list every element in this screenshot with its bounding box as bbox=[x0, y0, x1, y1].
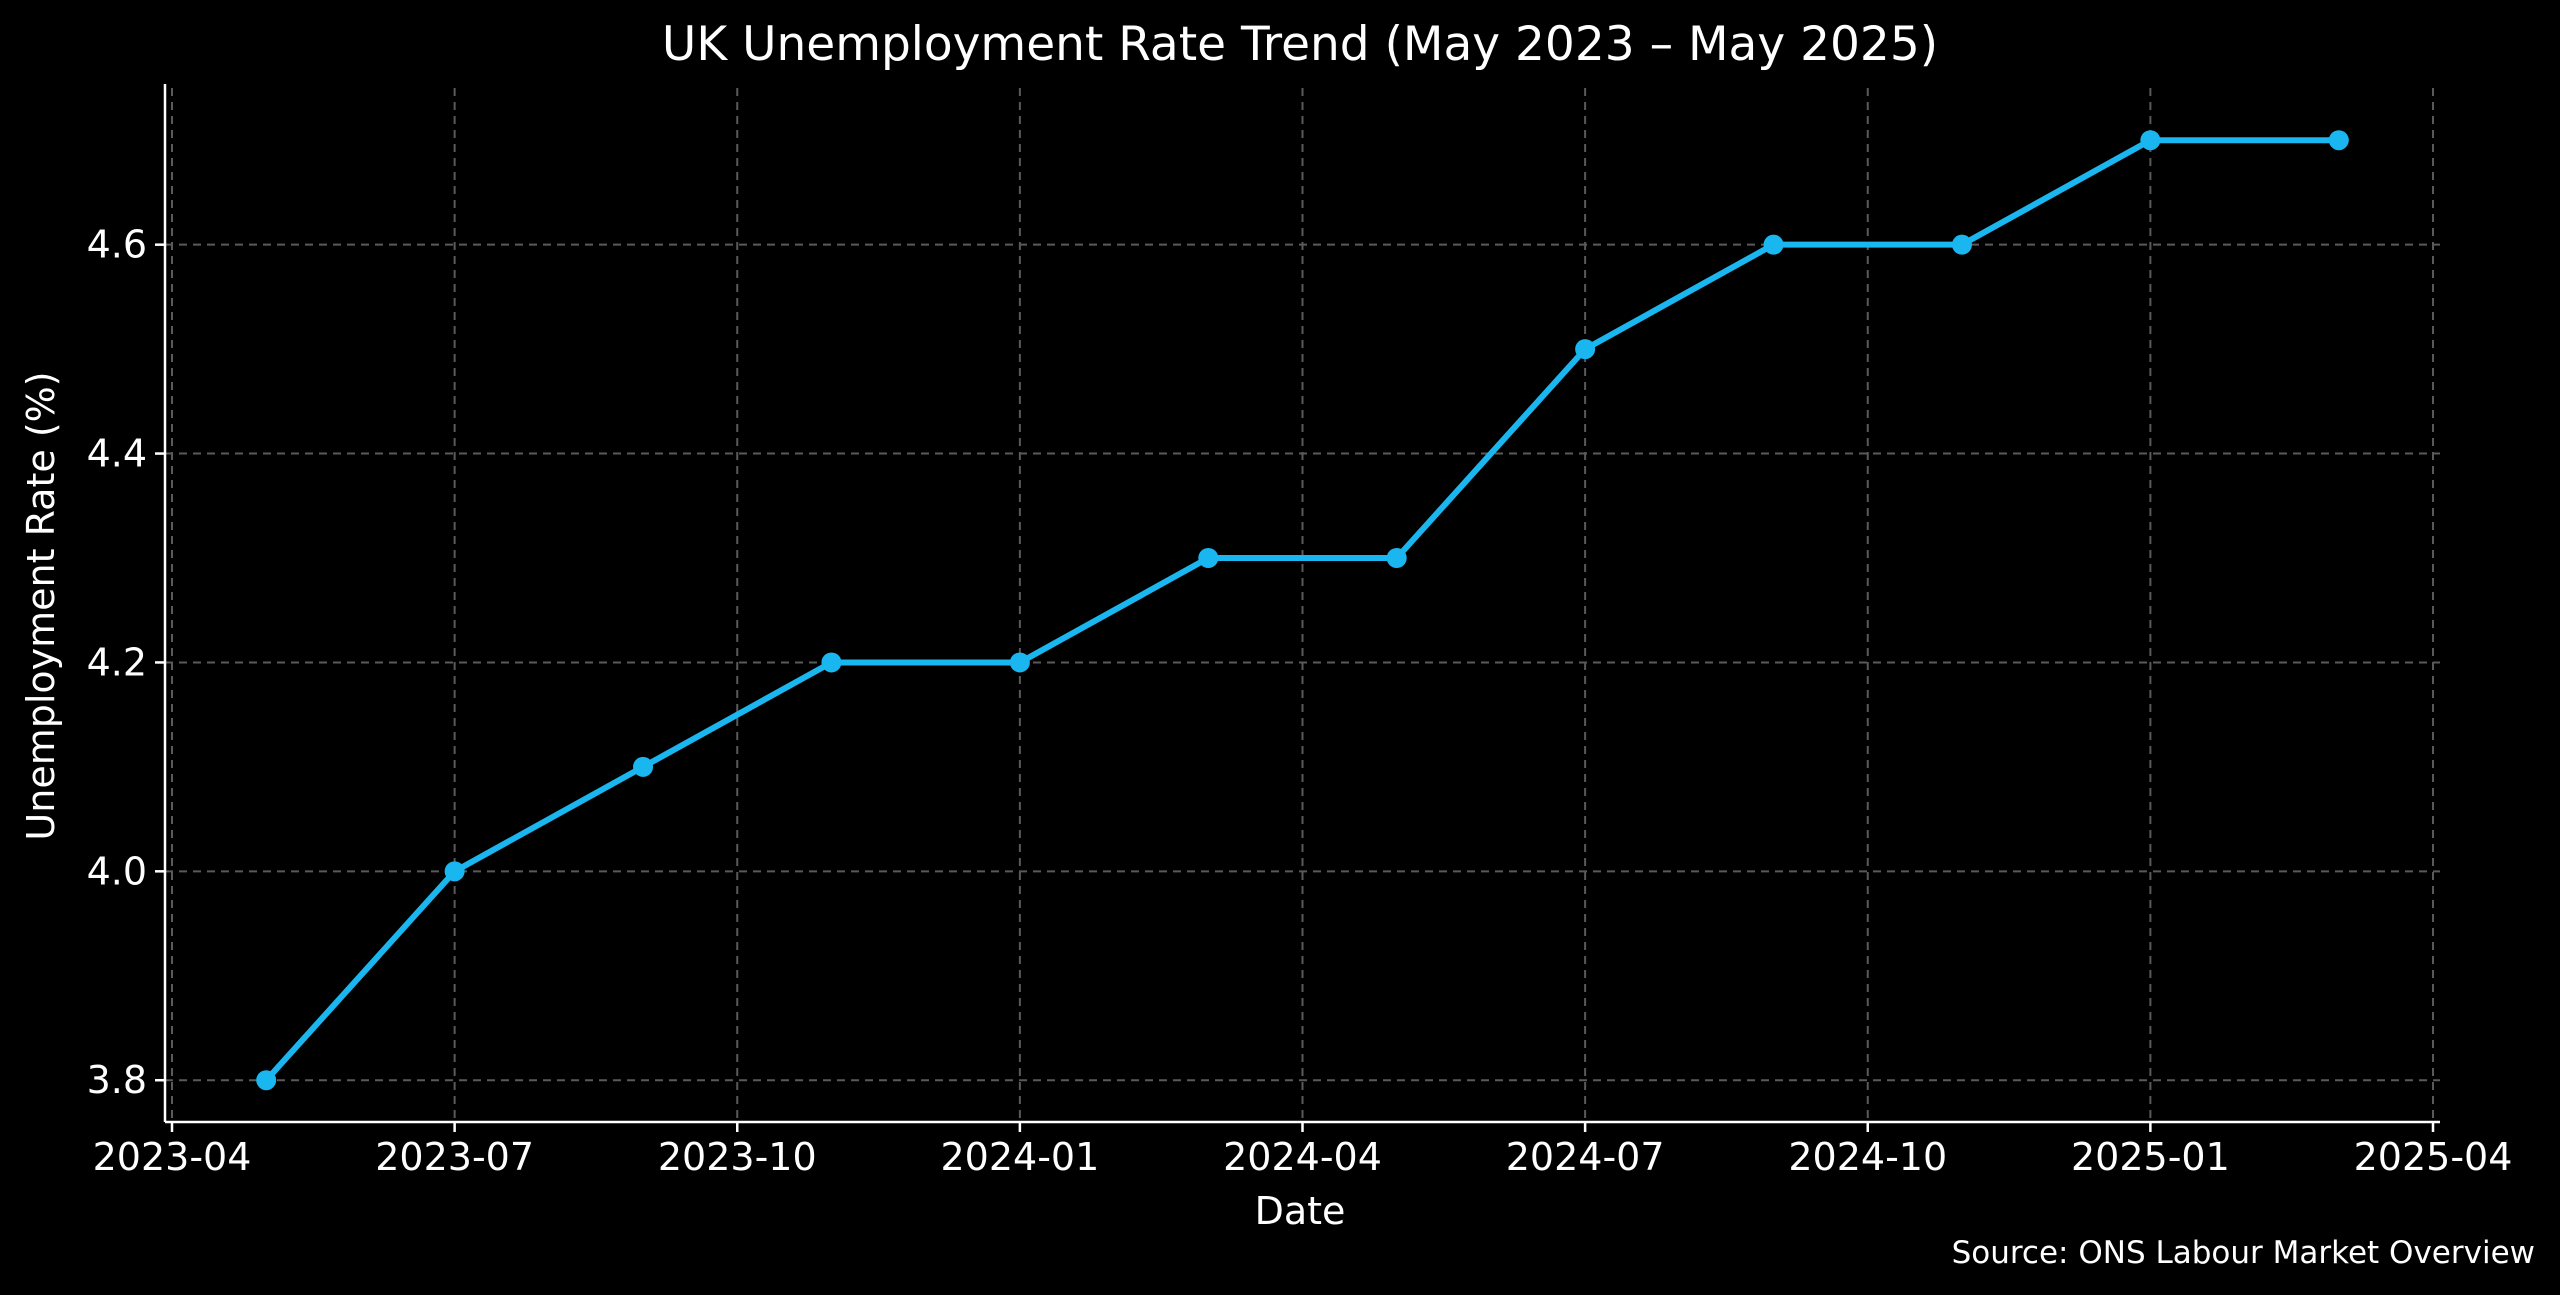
data-point bbox=[633, 756, 654, 777]
x-tick-label: 2024-07 bbox=[1506, 1135, 1665, 1179]
data-point bbox=[256, 1070, 277, 1091]
y-axis-label: Unemployment Rate (%) bbox=[19, 371, 63, 840]
axes bbox=[155, 84, 2440, 1132]
data-point bbox=[2140, 130, 2161, 151]
data-point bbox=[1386, 548, 1407, 568]
x-tick-label: 2025-01 bbox=[2071, 1135, 2230, 1179]
chart-title: UK Unemployment Rate Trend (May 2023 – M… bbox=[662, 17, 1938, 72]
x-tick-label: 2025-04 bbox=[2354, 1135, 2513, 1179]
data-point bbox=[1009, 652, 1030, 673]
data-point bbox=[821, 652, 842, 673]
data-point bbox=[1575, 339, 1596, 360]
x-tick-label: 2023-04 bbox=[93, 1135, 252, 1179]
y-tick-label: 4.6 bbox=[87, 223, 147, 267]
data-point bbox=[1198, 548, 1219, 568]
grid bbox=[165, 88, 2440, 1122]
x-tick-label: 2023-10 bbox=[658, 1135, 817, 1179]
y-tick-label: 4.2 bbox=[87, 640, 147, 684]
x-axis-label: Date bbox=[1255, 1189, 1346, 1233]
x-tick-label: 2024-04 bbox=[1223, 1135, 1382, 1179]
tick-labels: 2023-04 2023-07 2023-10 2024-01 2024-04 2024-… bbox=[87, 223, 2513, 1179]
x-tick-label: 2024-01 bbox=[940, 1135, 1099, 1179]
x-tick-label: 2024-10 bbox=[1788, 1135, 1947, 1179]
y-tick-label: 3.8 bbox=[87, 1058, 147, 1102]
x-tick-label: 2023-07 bbox=[375, 1135, 534, 1179]
data-point bbox=[444, 861, 465, 882]
data-point bbox=[1763, 234, 1784, 255]
y-tick-label: 4.0 bbox=[87, 849, 147, 893]
data-point bbox=[1951, 234, 1972, 255]
y-tick-label: 4.4 bbox=[87, 432, 147, 476]
series-line bbox=[263, 137, 2342, 1084]
source-note: Source: ONS Labour Market Overview bbox=[1952, 1235, 2535, 1271]
series-layer bbox=[256, 130, 2349, 1091]
data-point bbox=[2328, 130, 2349, 151]
